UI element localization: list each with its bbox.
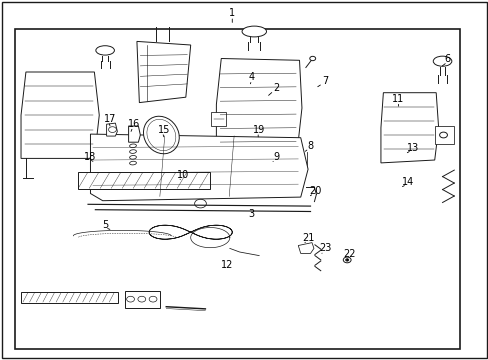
Polygon shape [380,93,438,163]
Text: 16: 16 [128,119,141,129]
Text: 6: 6 [444,54,449,64]
Text: 19: 19 [252,125,265,135]
Polygon shape [137,41,190,103]
Bar [434,126,453,144]
Text: 11: 11 [391,94,404,104]
Polygon shape [298,243,313,253]
Ellipse shape [96,46,114,55]
Text: 21: 21 [301,233,314,243]
Text: 1: 1 [229,8,235,18]
Bar [211,112,225,126]
Polygon shape [216,58,302,156]
Text: 8: 8 [307,141,313,151]
Polygon shape [90,134,307,201]
Text: 14: 14 [401,177,414,187]
Polygon shape [21,72,99,158]
Circle shape [309,56,315,60]
Ellipse shape [143,116,179,154]
Text: 23: 23 [318,243,331,253]
Text: 7: 7 [322,76,327,86]
Bar [20,292,118,303]
Text: 15: 15 [157,125,170,135]
Text: 5: 5 [102,220,108,230]
Text: 17: 17 [103,114,116,124]
Polygon shape [128,126,140,142]
Text: 22: 22 [343,249,355,259]
Ellipse shape [146,119,176,151]
Ellipse shape [242,26,266,37]
Text: 20: 20 [308,186,321,196]
Polygon shape [106,123,117,136]
Text: 10: 10 [177,170,189,180]
Bar [78,172,210,189]
Circle shape [343,257,350,263]
Text: 12: 12 [221,260,233,270]
Circle shape [345,259,348,261]
Text: 9: 9 [273,152,279,162]
Text: 18: 18 [84,152,97,162]
Text: 4: 4 [248,72,254,82]
Bar [124,291,160,308]
Text: 13: 13 [406,143,419,153]
Bar [15,29,459,349]
Text: 2: 2 [273,83,279,93]
Text: 3: 3 [248,209,254,219]
Ellipse shape [432,56,451,66]
